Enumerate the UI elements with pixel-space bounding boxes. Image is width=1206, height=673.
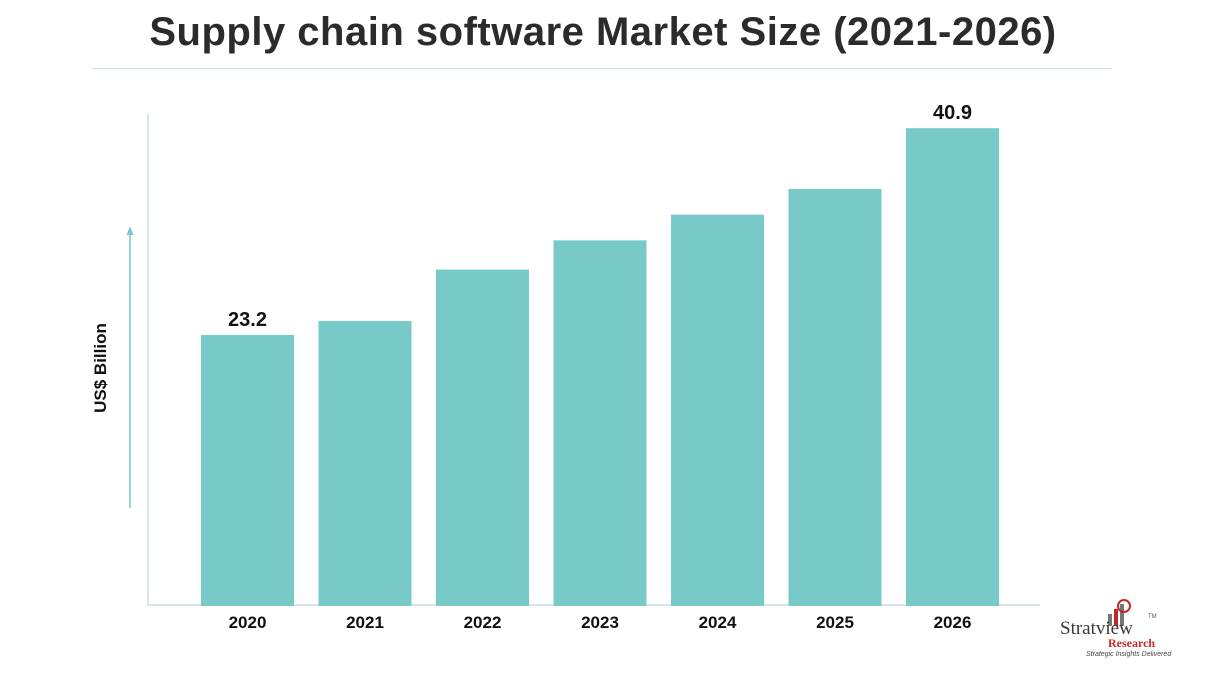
- x-tick-label-2026: 2026: [934, 613, 972, 632]
- brand-logo: Stratview TM Research Strategic Insights…: [1050, 598, 1180, 662]
- bar-2020: [201, 334, 294, 606]
- data-label-2026: 40.9: [933, 102, 972, 124]
- bar-2025: [788, 188, 882, 606]
- logo-word: Stratview: [1060, 618, 1133, 639]
- data-label-2020: 23.2: [228, 309, 267, 331]
- x-tick-label-2020: 2020: [229, 613, 267, 632]
- x-tick-label-2023: 2023: [581, 613, 619, 632]
- y-axis-label: US$ Billion: [91, 323, 110, 413]
- logo-bars-icon: [1108, 599, 1131, 626]
- x-tick-label-2021: 2021: [346, 613, 384, 632]
- x-tick-label-2022: 2022: [464, 613, 502, 632]
- x-tick-label-2024: 2024: [699, 613, 737, 632]
- chart-title: Supply chain software Market Size (2021-…: [149, 10, 1057, 54]
- bar-2026: [906, 128, 999, 607]
- bar-2023: [553, 240, 647, 607]
- bar-2022: [436, 269, 529, 606]
- logo-trademark: TM: [1148, 614, 1157, 620]
- title-divider: [92, 68, 1112, 69]
- x-tick-label-2025: 2025: [816, 613, 854, 632]
- logo-tagline: Strategic Insights Delivered: [1086, 651, 1172, 658]
- bar-2024: [671, 214, 764, 606]
- logo-subtitle: Research: [1108, 636, 1156, 650]
- y-label-arrow-head: [126, 226, 134, 235]
- bar-2021: [318, 320, 412, 606]
